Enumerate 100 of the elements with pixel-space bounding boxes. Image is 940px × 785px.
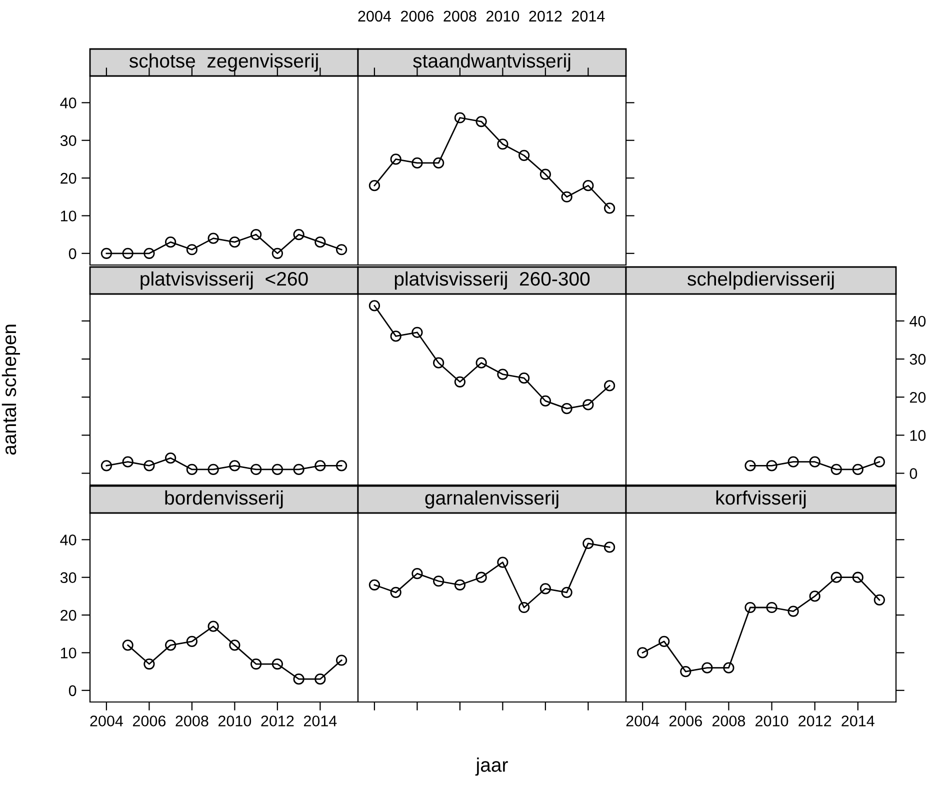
- chart-title: platvisvisserij 260-300: [394, 271, 590, 290]
- point: [766, 602, 778, 614]
- point: [582, 399, 594, 410]
- point: [314, 460, 326, 472]
- y-tick-label: 20: [910, 392, 926, 403]
- x-tick-label: 2008: [444, 10, 476, 22]
- point: [293, 464, 304, 476]
- y-tick-label: 10: [60, 210, 76, 222]
- point: [412, 568, 423, 580]
- x-tick-label: 2010: [218, 716, 252, 726]
- point: [314, 674, 326, 685]
- point: [208, 232, 219, 244]
- point: [314, 236, 326, 248]
- y-tick-label: 30: [60, 135, 76, 146]
- x-tick-label: 2010: [756, 716, 788, 726]
- point: [809, 590, 820, 602]
- point: [144, 460, 155, 472]
- point: [852, 572, 864, 583]
- point: [186, 244, 198, 256]
- x-tick-label: 2012: [798, 716, 832, 726]
- point: [874, 456, 885, 468]
- point: [433, 357, 444, 368]
- x-tick-label: 2014: [304, 716, 337, 726]
- point: [412, 326, 423, 338]
- point: [368, 300, 380, 312]
- point: [540, 583, 551, 594]
- point: [604, 542, 616, 553]
- point: [186, 636, 198, 647]
- point: [272, 248, 283, 259]
- point: [122, 640, 134, 651]
- y-tick-label: 20: [60, 610, 76, 621]
- point: [272, 658, 283, 670]
- point: [604, 202, 616, 214]
- y-tick-label: 40: [60, 534, 76, 546]
- point: [518, 372, 530, 384]
- point: [144, 248, 155, 259]
- point: [518, 150, 530, 161]
- point: [250, 658, 262, 670]
- y-tick-label: 0: [910, 468, 918, 479]
- chart-title: staandwantvisserij: [413, 53, 570, 72]
- point: [497, 138, 508, 150]
- point: [809, 456, 820, 468]
- point: [454, 376, 466, 388]
- chart-title: platvisvisserij <260: [140, 271, 308, 290]
- point: [702, 662, 713, 674]
- point: [788, 606, 799, 617]
- point: [476, 572, 487, 583]
- point: [561, 191, 572, 202]
- point: [723, 662, 734, 674]
- point: [518, 602, 530, 614]
- x-tick-label: 2006: [400, 10, 434, 22]
- y-tick-label: 10: [60, 648, 76, 658]
- y-tick-label: 0: [68, 685, 76, 696]
- chart-title: bordenvisserij: [165, 490, 283, 509]
- point: [390, 586, 402, 598]
- x-tick-label: 2012: [261, 716, 294, 726]
- point: [766, 460, 778, 472]
- point: [390, 330, 402, 342]
- point: [208, 464, 219, 476]
- point: [165, 640, 176, 651]
- point: [637, 647, 648, 658]
- x-tick-label: 2008: [176, 716, 208, 726]
- point: [368, 579, 380, 590]
- point: [122, 248, 134, 259]
- point: [229, 236, 240, 248]
- point: [336, 244, 348, 256]
- point: [582, 180, 594, 192]
- point: [604, 380, 616, 392]
- point: [830, 572, 842, 583]
- point: [497, 368, 508, 380]
- point: [874, 594, 885, 606]
- point: [412, 157, 423, 169]
- point: [561, 402, 572, 414]
- chart-title: korfvisserij: [716, 490, 806, 509]
- point: [293, 229, 304, 240]
- point: [390, 154, 402, 165]
- point: [165, 236, 176, 248]
- point: [540, 395, 551, 406]
- point: [497, 556, 508, 568]
- y-tick-label: 10: [910, 430, 926, 441]
- x-tick-label: 2004: [358, 10, 392, 22]
- point: [250, 464, 262, 476]
- y-tick-label: 40: [60, 98, 76, 108]
- x-tick-label: 2006: [132, 716, 166, 726]
- y-tick-label: 40: [910, 316, 926, 327]
- y-tick-label: 30: [60, 572, 76, 584]
- x-tick-label: 2014: [842, 716, 874, 726]
- chart-title: garnalenvisserij: [425, 490, 558, 509]
- y-tick-label: 20: [60, 172, 76, 184]
- point: [476, 357, 487, 368]
- x-tick-label: 2012: [529, 10, 562, 22]
- y-axis-title: aantal schepen: [2, 324, 20, 455]
- point: [336, 460, 348, 472]
- x-axis-title: jaar: [475, 758, 508, 776]
- point: [830, 464, 842, 476]
- point: [433, 576, 444, 587]
- point: [476, 116, 487, 128]
- point: [582, 538, 594, 549]
- point: [658, 636, 670, 647]
- point: [852, 464, 864, 476]
